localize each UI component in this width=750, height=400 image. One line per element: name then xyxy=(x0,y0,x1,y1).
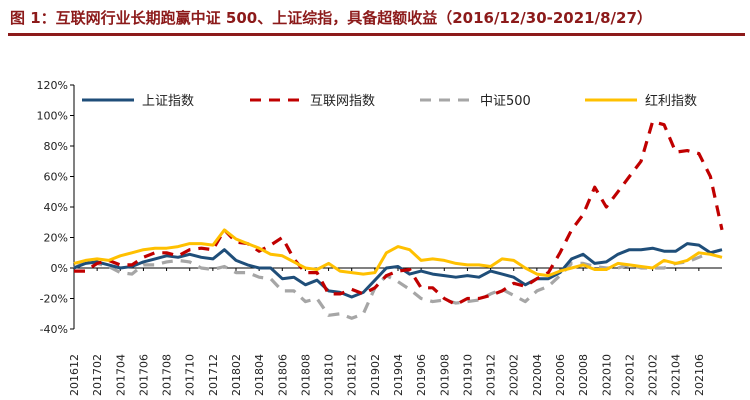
x-tick-label: 201908 xyxy=(438,354,451,396)
legend-label: 互联网指数 xyxy=(310,94,375,109)
x-tick-label: 202102 xyxy=(647,354,660,396)
x-tick-label: 201704 xyxy=(114,354,127,396)
x-tick-label: 201710 xyxy=(184,354,197,396)
legend-label: 红利指数 xyxy=(645,93,697,109)
x-tick-label: 202010 xyxy=(600,354,613,396)
x-tick-label: 201906 xyxy=(415,354,428,396)
y-tick-label: -20% xyxy=(40,293,68,306)
y-tick-label: -40% xyxy=(40,323,68,336)
x-tick-label: 201902 xyxy=(369,354,382,396)
y-tick-label: 120% xyxy=(37,79,68,92)
y-tick-label: 40% xyxy=(44,201,68,214)
legend-label: 上证指数 xyxy=(142,94,194,109)
x-tick-label: 201712 xyxy=(207,354,220,396)
series-line-1 xyxy=(73,242,723,299)
x-tick-label: 202006 xyxy=(554,354,567,396)
chart-title: 图 1：互联网行业长期跑赢中证 500、上证综指，具备超额收益（2016/12/… xyxy=(10,9,652,27)
series-line-4 xyxy=(73,228,723,278)
y-tick-label: 0% xyxy=(51,262,68,275)
x-tick-label: 202004 xyxy=(531,354,544,396)
x-tick-label: 201612 xyxy=(68,354,81,396)
x-tick-label: 201904 xyxy=(392,354,405,396)
x-tick-label: 201708 xyxy=(161,354,174,396)
series-line-2 xyxy=(74,119,724,307)
series-layer xyxy=(73,119,724,320)
x-tick-label: 201810 xyxy=(323,354,336,396)
x-tick-label: 202012 xyxy=(623,354,636,396)
x-tick-label: 202008 xyxy=(577,354,590,396)
x-tick-label: 202106 xyxy=(693,354,706,396)
x-tick-label: 201912 xyxy=(485,354,498,396)
y-tick-label: 80% xyxy=(44,140,68,153)
x-tick-label: 201804 xyxy=(253,354,266,396)
x-tick-label: 201706 xyxy=(137,354,150,396)
legend: 上证指数 互联网指数 中证500 红利指数 xyxy=(82,93,697,109)
line-chart: -40% -20% 0% 20% 40% 60% 80% 100% 120% 201612 2017… xyxy=(37,79,724,396)
x-tick-label: 202002 xyxy=(508,354,521,396)
axes: -40% -20% 0% 20% 40% 60% 80% 100% 120% 201612 2017… xyxy=(37,79,722,396)
x-tick-label: 201802 xyxy=(230,354,243,396)
y-tick-label: 20% xyxy=(44,232,68,245)
x-tick-label: 201910 xyxy=(461,354,474,396)
x-tick-label: 201806 xyxy=(276,354,289,396)
series-line-3 xyxy=(73,248,723,320)
x-tick-label: 201702 xyxy=(91,354,104,396)
header: 图 1：互联网行业长期跑赢中证 500、上证综指，具备超额收益（2016/12/… xyxy=(0,0,750,40)
y-tick-label: 100% xyxy=(37,110,68,123)
y-tick-label: 60% xyxy=(44,171,68,184)
x-tick-label: 201812 xyxy=(346,354,359,396)
x-tick-label: 201808 xyxy=(299,354,312,396)
x-tick-label: 202104 xyxy=(670,354,683,396)
legend-label: 中证500 xyxy=(480,94,531,109)
title-rule xyxy=(8,33,745,36)
